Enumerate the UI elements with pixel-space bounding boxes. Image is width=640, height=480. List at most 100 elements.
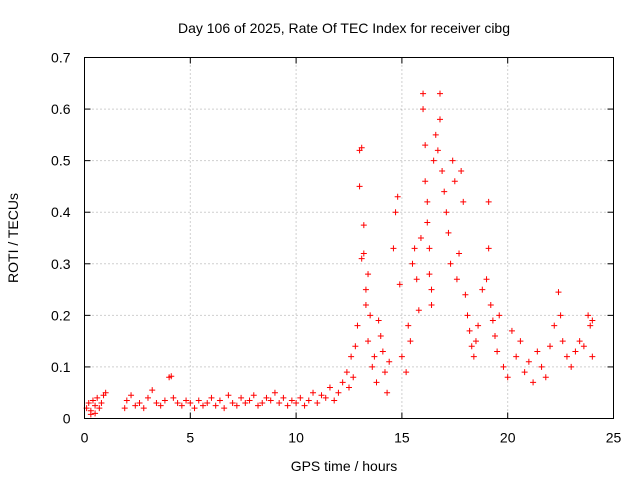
y-tick-label: 0.3 <box>51 256 71 272</box>
data-point <box>297 394 304 401</box>
data-point <box>96 405 103 412</box>
data-point <box>551 322 558 329</box>
data-point <box>439 167 446 174</box>
data-point <box>587 322 594 329</box>
data-point <box>377 332 384 339</box>
data-point <box>424 219 431 226</box>
data-point <box>140 405 147 412</box>
data-point <box>405 322 412 329</box>
y-tick-label: 0.2 <box>51 307 71 323</box>
data-point <box>392 209 399 216</box>
data-point <box>563 353 570 360</box>
data-point <box>462 291 469 298</box>
data-point <box>356 183 363 190</box>
data-point <box>89 397 96 404</box>
data-point <box>517 338 524 345</box>
data-point <box>572 348 579 355</box>
data-point <box>453 276 460 283</box>
data-point <box>233 402 240 409</box>
data-point <box>365 338 372 345</box>
data-point <box>208 394 215 401</box>
data-point <box>375 317 382 324</box>
data-point <box>128 392 135 399</box>
data-point <box>585 312 592 319</box>
y-tick-label: 0 <box>63 411 71 427</box>
data-point <box>102 389 109 396</box>
data-point <box>170 394 177 401</box>
data-point <box>123 397 130 404</box>
data-point <box>358 144 365 151</box>
data-point <box>445 229 452 236</box>
y-axis-label: ROTI / TECUs <box>5 193 21 283</box>
data-point <box>362 302 369 309</box>
data-point <box>580 343 587 350</box>
data-point <box>310 389 317 396</box>
data-point <box>489 317 496 324</box>
data-point <box>508 327 515 334</box>
data-point <box>381 369 388 376</box>
y-tick-label: 0.1 <box>51 359 71 375</box>
data-point <box>492 332 499 339</box>
data-point <box>468 343 475 350</box>
data-point <box>576 338 583 345</box>
data-point <box>460 198 467 205</box>
data-point <box>335 389 342 396</box>
data-point <box>238 394 245 401</box>
data-point <box>466 327 473 334</box>
data-point <box>229 400 236 407</box>
data-point <box>183 397 190 404</box>
x-tick-label: 25 <box>606 430 622 446</box>
data-point <box>530 379 537 386</box>
data-point <box>92 402 99 409</box>
data-point <box>212 402 219 409</box>
data-point <box>280 394 287 401</box>
data-point <box>428 286 435 293</box>
data-point <box>568 363 575 370</box>
data-point <box>534 348 541 355</box>
data-point <box>276 400 283 407</box>
data-point <box>318 392 325 399</box>
data-point <box>161 397 168 404</box>
x-tick-label: 0 <box>81 430 89 446</box>
data-point <box>538 363 545 370</box>
y-tick-label: 0.5 <box>51 153 71 169</box>
data-point <box>483 276 490 283</box>
data-points <box>83 90 596 418</box>
data-point <box>390 245 397 252</box>
data-point <box>426 245 433 252</box>
data-point <box>458 167 465 174</box>
data-point <box>98 400 105 407</box>
data-point <box>144 394 151 401</box>
data-point <box>255 402 262 409</box>
data-point <box>494 348 501 355</box>
data-point <box>521 369 528 376</box>
data-point <box>350 374 357 381</box>
data-point <box>449 157 456 164</box>
data-point <box>451 178 458 185</box>
data-point <box>479 286 486 293</box>
x-axis-label: GPS time / hours <box>291 458 398 474</box>
data-point <box>430 157 437 164</box>
data-point <box>352 343 359 350</box>
y-tick-label: 0.4 <box>51 204 71 220</box>
data-point <box>346 384 352 391</box>
data-point <box>394 193 401 200</box>
data-point <box>413 276 420 283</box>
x-tick-label: 15 <box>394 430 410 446</box>
data-point <box>441 188 448 195</box>
data-point <box>398 353 405 360</box>
data-point <box>472 338 479 345</box>
data-point <box>422 178 429 185</box>
data-point <box>288 397 295 404</box>
data-point <box>420 106 427 113</box>
data-point <box>500 363 507 370</box>
data-point <box>250 392 257 399</box>
data-point <box>168 373 175 380</box>
data-point <box>85 400 92 407</box>
data-point <box>267 397 274 404</box>
data-point <box>396 281 403 288</box>
data-point <box>174 400 181 407</box>
data-point <box>157 402 164 409</box>
data-point <box>542 374 549 381</box>
data-point <box>475 322 482 329</box>
